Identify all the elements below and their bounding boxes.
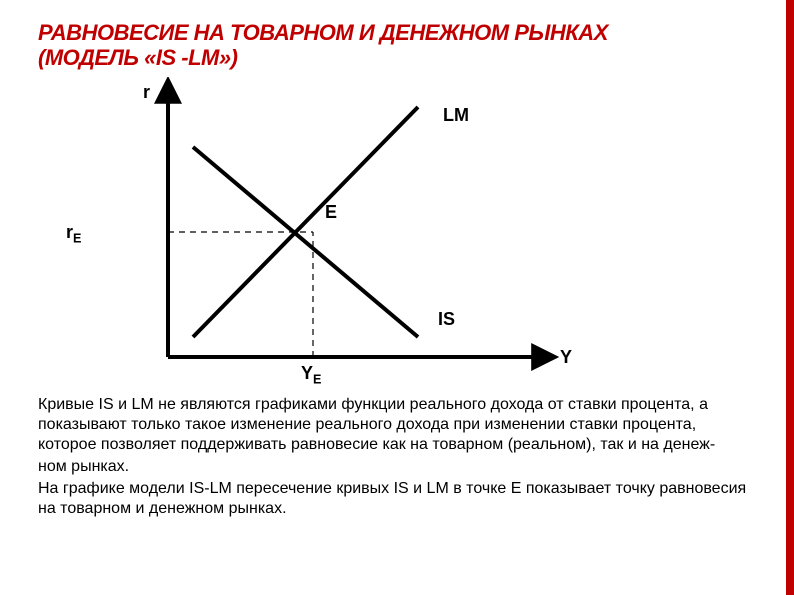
body-p3: На графике модели IS-LM пересечение крив… bbox=[38, 479, 748, 519]
y-e-main: Y bbox=[301, 363, 313, 383]
x-axis-label: Y bbox=[560, 347, 572, 368]
body-text: Кривые IS и LM не являются графиками фун… bbox=[38, 395, 748, 519]
lm-curve-label: LM bbox=[443, 105, 469, 126]
r-e-main: r bbox=[66, 222, 73, 242]
slide-title: РАВНОВЕСИЕ НА ТОВАРНОМ И ДЕНЕЖНОМ РЫНКАХ… bbox=[38, 20, 748, 71]
title-line2: (МОДЕЛЬ «IS -LM») bbox=[38, 45, 748, 70]
title-line1: РАВНОВЕСИЕ НА ТОВАРНОМ И ДЕНЕЖНОМ РЫНКАХ bbox=[38, 20, 748, 45]
y-e-sub: E bbox=[313, 372, 321, 386]
is-curve-label: IS bbox=[438, 309, 455, 330]
y-e-tick-label: YE bbox=[301, 363, 321, 387]
equilibrium-point-label: E bbox=[325, 202, 337, 223]
y-axis-label: r bbox=[143, 82, 150, 103]
r-e-tick-label: rE bbox=[66, 222, 81, 246]
chart-svg bbox=[98, 77, 578, 387]
body-p1: Кривые IS и LM не являются графиками фун… bbox=[38, 395, 748, 455]
body-p2: ном рынках. bbox=[38, 457, 748, 477]
r-e-sub: E bbox=[73, 231, 81, 245]
islm-chart: r Y LM IS E rE YE bbox=[98, 77, 578, 387]
